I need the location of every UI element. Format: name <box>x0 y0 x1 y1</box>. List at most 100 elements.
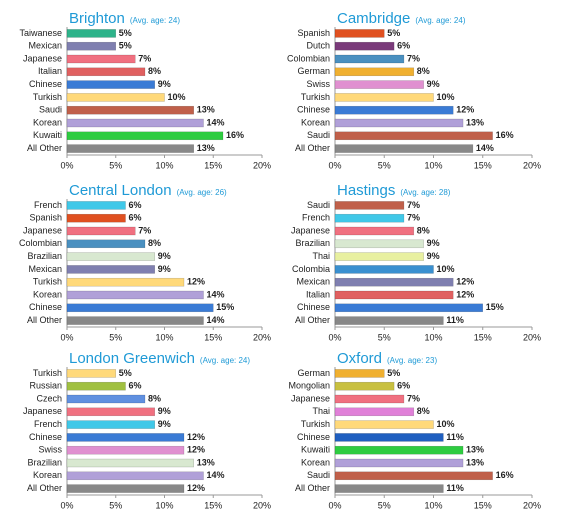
category-label: French <box>302 213 330 223</box>
value-label: 13% <box>197 105 215 115</box>
category-label: Chinese <box>29 302 62 312</box>
category-label: Kuwaiti <box>301 445 330 455</box>
chart-panel: Hastings (Avg. age: 28) 0% 5% 10% 15% 20% Saudi… <box>291 182 541 342</box>
value-label: 7% <box>407 200 420 210</box>
value-label: 14% <box>207 289 225 299</box>
bar <box>334 471 493 481</box>
bar <box>334 277 454 287</box>
chart-title: Brighton <box>69 10 125 27</box>
value-label: 9% <box>427 79 440 89</box>
value-label: 16% <box>496 470 514 480</box>
x-tick-label: 5% <box>109 500 122 510</box>
value-label: 8% <box>148 393 161 403</box>
category-label: Chinese <box>29 432 62 442</box>
chart-subtitle: (Avg. age: 24) <box>415 16 465 25</box>
bar <box>66 445 185 455</box>
bar <box>334 226 415 236</box>
bar <box>66 29 116 38</box>
bar <box>66 80 155 89</box>
value-label: 15% <box>486 302 504 312</box>
bar <box>334 41 395 51</box>
x-tick-label: 0% <box>60 160 73 170</box>
value-label: 12% <box>456 277 474 287</box>
category-label: French <box>34 200 62 210</box>
bar <box>334 394 405 404</box>
bar <box>334 316 444 325</box>
bar <box>66 433 185 442</box>
value-label: 5% <box>387 368 400 378</box>
value-label: 14% <box>476 143 494 153</box>
bar <box>334 201 405 210</box>
value-label: 10% <box>437 419 455 429</box>
category-label: Japanese <box>291 225 330 235</box>
x-tick-label: 20% <box>523 332 541 342</box>
category-label: All Other <box>27 315 62 325</box>
category-label: All Other <box>27 483 62 493</box>
bar <box>334 239 424 249</box>
category-label: Swiss <box>306 79 330 89</box>
category-label: Korean <box>33 117 62 127</box>
bar <box>334 29 385 38</box>
bar <box>334 407 415 417</box>
value-label: 11% <box>446 483 464 493</box>
category-label: Mexican <box>28 264 62 274</box>
bar <box>334 458 464 468</box>
value-label: 9% <box>158 79 171 89</box>
x-tick-label: 20% <box>253 332 271 342</box>
chart-subtitle: (Avg. age: 24) <box>200 356 250 365</box>
category-label: Turkish <box>33 277 62 287</box>
value-label: 12% <box>187 483 205 493</box>
x-tick-label: 5% <box>109 332 122 342</box>
bar <box>334 303 483 313</box>
value-label: 8% <box>417 406 430 416</box>
chart-panel: Oxford (Avg. age: 23) 0% 5% 10% 15% 20% German 5… <box>288 350 541 510</box>
x-tick-label: 20% <box>523 160 541 170</box>
category-label: Dutch <box>306 41 330 51</box>
value-label: 9% <box>158 419 171 429</box>
chart-subtitle: (Avg. age: 26) <box>177 188 227 197</box>
bar <box>334 67 415 77</box>
category-label: Korean <box>301 117 330 127</box>
value-label: 5% <box>119 28 132 38</box>
x-tick-label: 10% <box>155 332 173 342</box>
bar <box>334 420 434 429</box>
value-label: 7% <box>138 225 151 235</box>
chart-title: Oxford <box>337 350 382 367</box>
category-label: French <box>34 419 62 429</box>
category-label: Korean <box>33 289 62 299</box>
category-label: Italian <box>306 289 330 299</box>
value-label: 11% <box>446 432 464 442</box>
x-tick-label: 5% <box>378 332 391 342</box>
category-label: Chinese <box>297 432 330 442</box>
category-label: Turkish <box>33 92 62 102</box>
category-label: Brazilian <box>295 238 330 248</box>
bar <box>66 471 204 481</box>
value-label: 6% <box>129 381 142 391</box>
chart-subtitle: (Avg. age: 23) <box>387 356 437 365</box>
value-label: 7% <box>407 213 420 223</box>
category-label: Turkish <box>33 368 62 378</box>
value-label: 8% <box>417 225 430 235</box>
chart-panel: Cambridge (Avg. age: 24) 0% 5% 10% 15% 20% Span… <box>287 10 541 170</box>
bar <box>66 252 155 261</box>
bar <box>334 131 493 141</box>
value-label: 14% <box>207 315 225 325</box>
bar <box>66 118 204 128</box>
bar <box>66 277 185 287</box>
value-label: 6% <box>397 41 410 51</box>
x-tick-label: 10% <box>424 160 442 170</box>
value-label: 9% <box>158 264 171 274</box>
bar <box>334 80 424 89</box>
bar <box>334 484 444 493</box>
bar <box>334 290 454 300</box>
x-tick-label: 0% <box>60 500 73 510</box>
bar <box>66 290 204 300</box>
value-label: 7% <box>138 53 151 63</box>
chart-title: London Greenwich <box>69 350 195 367</box>
category-label: Thai <box>312 406 330 416</box>
bar <box>66 407 155 417</box>
chart-subtitle: (Avg. age: 24) <box>130 16 180 25</box>
bar <box>66 131 224 141</box>
chart-title: Hastings <box>337 182 395 199</box>
